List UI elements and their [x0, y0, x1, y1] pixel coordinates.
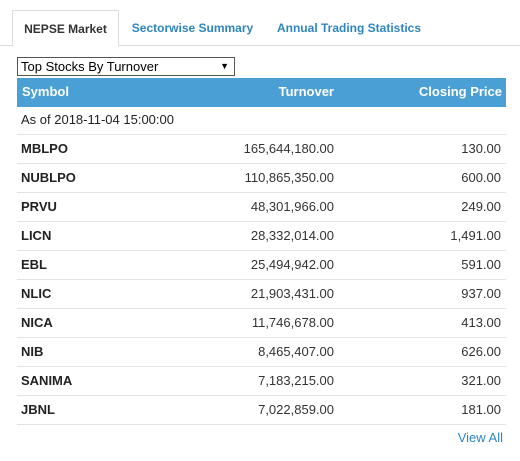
stock-filter-value: Top Stocks By Turnover — [21, 59, 159, 74]
cell-symbol[interactable]: NIB — [21, 344, 44, 359]
table-row: EBL 25,494,942.00 591.00 — [17, 251, 506, 280]
cell-closing-price: 937.00 — [461, 286, 501, 301]
table-header: Symbol Turnover Closing Price — [17, 78, 506, 107]
header-closing-price: Closing Price — [418, 84, 502, 99]
cell-closing-price: 249.00 — [461, 199, 501, 214]
cell-turnover: 25,494,942.00 — [250, 257, 334, 272]
cell-symbol[interactable]: JBNL — [21, 402, 55, 417]
table-row: NLIC 21,903,431.00 937.00 — [17, 280, 506, 309]
cell-symbol[interactable]: NICA — [21, 315, 53, 330]
cell-closing-price: 130.00 — [461, 141, 501, 156]
table-row: NIB 8,465,407.00 626.00 — [17, 338, 506, 367]
table-row: NUBLPO 110,865,350.00 600.00 — [17, 164, 506, 193]
table-body: MBLPO 165,644,180.00 130.00 NUBLPO 110,8… — [17, 135, 506, 425]
cell-symbol[interactable]: PRVU — [21, 199, 57, 214]
table-row: JBNL 7,022,859.00 181.00 — [17, 396, 506, 425]
cell-closing-price: 1,491.00 — [450, 228, 501, 243]
cell-closing-price: 591.00 — [461, 257, 501, 272]
cell-turnover: 7,183,215.00 — [258, 373, 334, 388]
tab-annual-trading-statistics[interactable]: Annual Trading Statistics — [276, 21, 422, 35]
cell-closing-price: 321.00 — [461, 373, 501, 388]
cell-turnover: 11,746,678.00 — [251, 315, 334, 330]
tab-bar: NEPSE Market Sectorwise Summary Annual T… — [0, 0, 520, 47]
cell-symbol[interactable]: NLIC — [21, 286, 52, 301]
header-symbol: Symbol — [22, 84, 69, 99]
view-all-link[interactable]: View All — [457, 430, 503, 445]
cell-symbol[interactable]: LICN — [21, 228, 52, 243]
cell-turnover: 110,865,350.00 — [244, 170, 334, 185]
tab-sectorwise-summary[interactable]: Sectorwise Summary — [131, 21, 254, 35]
cell-turnover: 7,022,859.00 — [258, 402, 334, 417]
cell-turnover: 28,332,014.00 — [250, 228, 334, 243]
dropdown-arrow-icon: ▼ — [220, 61, 229, 71]
cell-closing-price: 600.00 — [461, 170, 501, 185]
cell-symbol[interactable]: MBLPO — [21, 141, 68, 156]
table-row: NICA 11,746,678.00 413.00 — [17, 309, 506, 338]
cell-symbol[interactable]: SANIMA — [21, 373, 73, 388]
table-row: MBLPO 165,644,180.00 130.00 — [17, 135, 506, 164]
cell-closing-price: 413.00 — [461, 315, 501, 330]
as-of-timestamp: As of 2018-11-04 15:00:00 — [17, 107, 506, 135]
cell-closing-price: 181.00 — [461, 402, 501, 417]
cell-turnover: 165,644,180.00 — [243, 141, 334, 156]
cell-turnover: 8,465,407.00 — [258, 344, 334, 359]
cell-turnover: 48,301,966.00 — [250, 199, 334, 214]
cell-closing-price: 626.00 — [461, 344, 501, 359]
table-row: LICN 28,332,014.00 1,491.00 — [17, 222, 506, 251]
cell-symbol[interactable]: EBL — [21, 257, 47, 272]
header-turnover: Turnover — [278, 84, 334, 99]
table-row: SANIMA 7,183,215.00 321.00 — [17, 367, 506, 396]
tab-nepse-market[interactable]: NEPSE Market — [12, 10, 119, 47]
cell-turnover: 21,903,431.00 — [250, 286, 334, 301]
stock-filter-select[interactable]: Top Stocks By Turnover ▼ — [17, 57, 235, 76]
cell-symbol[interactable]: NUBLPO — [21, 170, 76, 185]
table-row: PRVU 48,301,966.00 249.00 — [17, 193, 506, 222]
